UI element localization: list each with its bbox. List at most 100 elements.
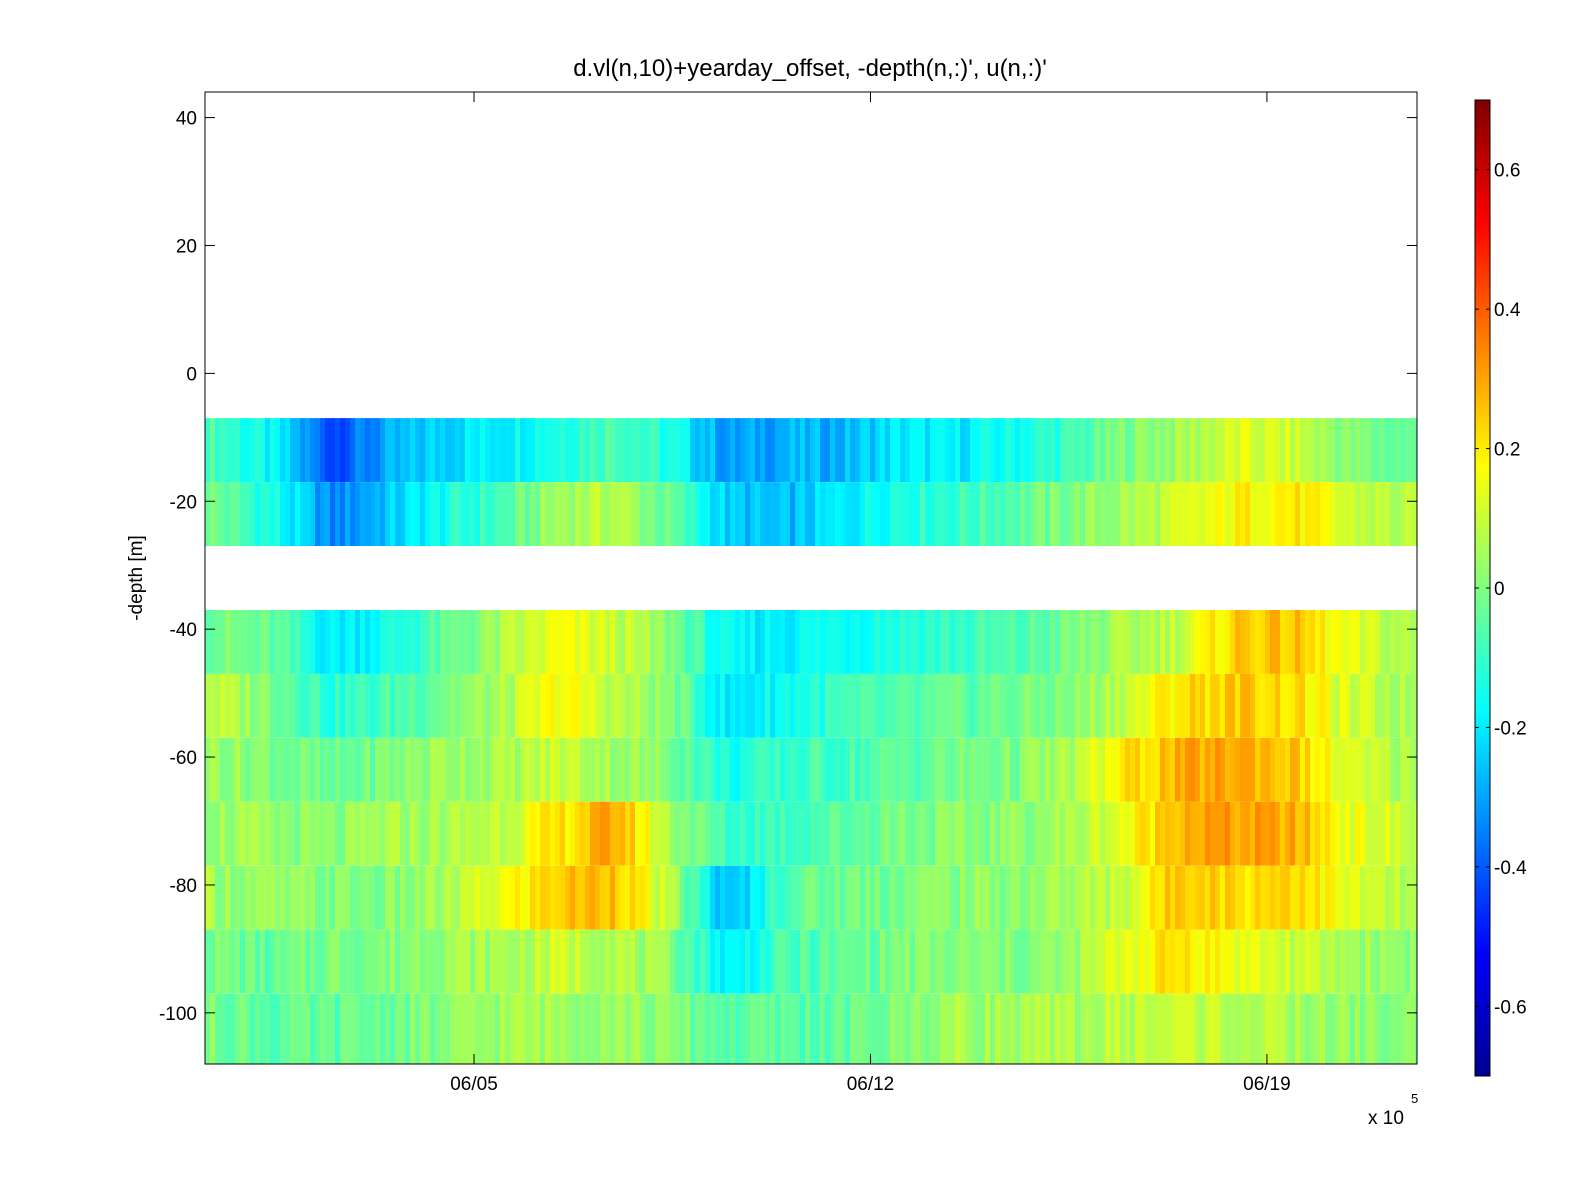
heatmap-cell <box>495 993 501 1064</box>
heatmap-cell <box>1100 929 1106 994</box>
heatmap-cell <box>1385 993 1391 1064</box>
heatmap-cell <box>705 610 711 674</box>
colorbar-tick-label: -0.2 <box>1494 718 1527 739</box>
heatmap-cell <box>1215 418 1221 482</box>
heatmap-cell <box>1380 482 1386 546</box>
heatmap-cell <box>995 482 1001 546</box>
heatmap-cell <box>670 673 676 738</box>
heatmap-cell <box>765 610 771 674</box>
heatmap-cell <box>575 673 581 738</box>
heatmap-cell <box>1165 482 1171 546</box>
heatmap-cell <box>1140 801 1146 866</box>
heatmap-cell <box>815 993 821 1064</box>
heatmap-cell <box>330 737 336 802</box>
heatmap-cell <box>425 929 431 994</box>
heatmap-cell <box>790 801 796 866</box>
heatmap-cell <box>920 737 926 802</box>
heatmap-cell <box>515 418 521 482</box>
heatmap-cell <box>690 418 696 482</box>
heatmap-cell <box>950 737 956 802</box>
heatmap-cell <box>1285 673 1291 738</box>
heatmap-cell <box>710 482 716 546</box>
heatmap-cell <box>1290 993 1296 1064</box>
heatmap-cell <box>340 865 346 930</box>
heatmap-cell <box>415 801 421 866</box>
heatmap-cell <box>1030 737 1036 802</box>
heatmap-cell <box>1165 610 1171 674</box>
heatmap-cell <box>895 418 901 482</box>
heatmap-cell <box>370 673 376 738</box>
heatmap-cell <box>1415 482 1418 546</box>
heatmap-cell <box>555 929 561 994</box>
heatmap-cell <box>715 737 721 802</box>
heatmap-cell <box>1160 418 1166 482</box>
heatmap-cell <box>1220 482 1226 546</box>
heatmap-cell <box>1410 993 1416 1064</box>
heatmap-cell <box>210 610 216 674</box>
heatmap-cell <box>1050 801 1056 866</box>
heatmap-cell <box>260 865 266 930</box>
heatmap-cell <box>1215 610 1221 674</box>
heatmap-cell <box>895 482 901 546</box>
heatmap-cell <box>445 993 451 1064</box>
heatmap-cell <box>265 418 271 482</box>
heatmap-cell <box>645 929 651 994</box>
heatmap-cell <box>1335 610 1341 674</box>
heatmap-cell <box>1055 865 1061 930</box>
heatmap-cell <box>375 865 381 930</box>
heatmap-cell <box>1310 482 1316 546</box>
heatmap-cell <box>465 993 471 1064</box>
heatmap-cell <box>370 801 376 866</box>
heatmap-cell <box>940 929 946 994</box>
heatmap-cell <box>825 801 831 866</box>
heatmap-cell <box>285 737 291 802</box>
heatmap-cell <box>1270 673 1276 738</box>
heatmap-cell <box>745 801 751 866</box>
heatmap-cell <box>395 865 401 930</box>
heatmap-cell <box>430 418 436 482</box>
heatmap-cell <box>980 737 986 802</box>
heatmap-cell <box>1345 865 1351 930</box>
heatmap-cell <box>760 610 766 674</box>
heatmap-cell <box>1275 801 1281 866</box>
heatmap-cell <box>1020 610 1026 674</box>
heatmap-cell <box>760 482 766 546</box>
heatmap-cell <box>1165 801 1171 866</box>
heatmap-cell <box>565 673 571 738</box>
heatmap-cell <box>730 737 736 802</box>
heatmap-cell <box>625 418 631 482</box>
heatmap-cell <box>415 418 421 482</box>
heatmap-cell <box>280 929 286 994</box>
heatmap-cell <box>820 482 826 546</box>
heatmap-cell <box>1095 929 1101 994</box>
heatmap-cell <box>345 673 351 738</box>
heatmap-cell <box>1315 865 1321 930</box>
heatmap-cell <box>1205 610 1211 674</box>
heatmap-cell <box>1280 418 1286 482</box>
heatmap-cell <box>540 993 546 1064</box>
heatmap-cell <box>920 610 926 674</box>
heatmap-cell <box>235 801 241 866</box>
heatmap-cell <box>1415 993 1418 1064</box>
heatmap-cell <box>455 737 461 802</box>
heatmap-cell <box>1270 482 1276 546</box>
heatmap-cell <box>945 418 951 482</box>
heatmap-cell <box>920 993 926 1064</box>
heatmap-cell <box>535 993 541 1064</box>
heatmap-cell <box>895 610 901 674</box>
heatmap-cell <box>925 418 931 482</box>
heatmap-cell <box>875 993 881 1064</box>
heatmap-cell <box>260 610 266 674</box>
heatmap-cell <box>265 610 271 674</box>
heatmap-cell <box>1100 482 1106 546</box>
heatmap-cell <box>340 801 346 866</box>
heatmap-cell <box>1125 418 1131 482</box>
heatmap-cell <box>990 482 996 546</box>
heatmap-cell <box>870 418 876 482</box>
heatmap-cell <box>1370 737 1376 802</box>
heatmap-cell <box>955 610 961 674</box>
heatmap-cell <box>1025 929 1031 994</box>
heatmap-cell <box>1235 418 1241 482</box>
heatmap-cell <box>280 993 286 1064</box>
heatmap-cell <box>860 865 866 930</box>
